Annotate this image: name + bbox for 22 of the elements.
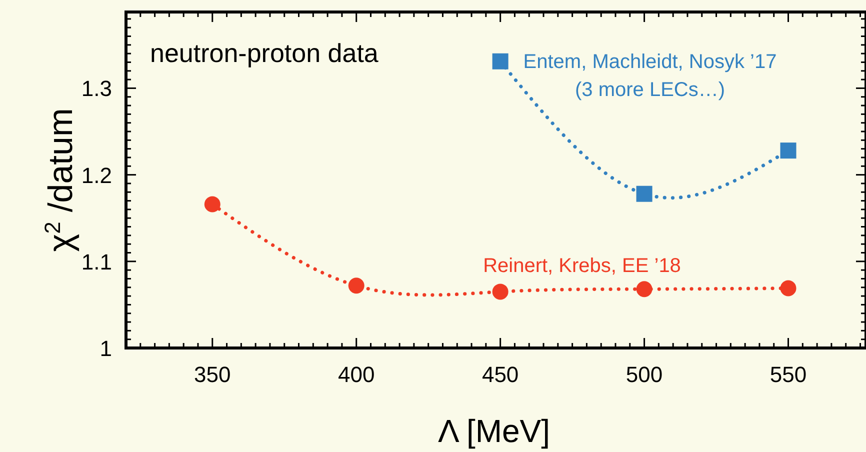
annotation: (3 more LECs…) — [574, 79, 726, 101]
y-tick-label: 1 — [100, 336, 112, 361]
point — [780, 142, 796, 159]
point — [636, 281, 652, 298]
x-tick-label: 350 — [194, 362, 231, 387]
y-tick-label: 1.3 — [81, 76, 112, 102]
point — [780, 280, 796, 296]
text: neutron-proton data — [150, 38, 379, 68]
series-label: Entem, Machleidt, Nosyk ’17 — [523, 51, 777, 73]
point — [492, 53, 508, 70]
point — [636, 186, 652, 202]
point — [204, 196, 220, 212]
point — [348, 278, 364, 294]
point — [492, 284, 508, 300]
x-axis-title: Λ [MeV] — [438, 413, 550, 449]
x-tick-label: 400 — [338, 362, 375, 387]
y-tick-label: 1.1 — [81, 249, 112, 274]
x-tick-label: 450 — [482, 362, 519, 387]
y-tick-label: 1.2 — [81, 162, 112, 188]
x-tick-label: 550 — [770, 362, 807, 387]
series-label: Reinert, Krebs, EE ’18 — [483, 255, 681, 277]
x-tick-label: 500 — [626, 362, 663, 387]
